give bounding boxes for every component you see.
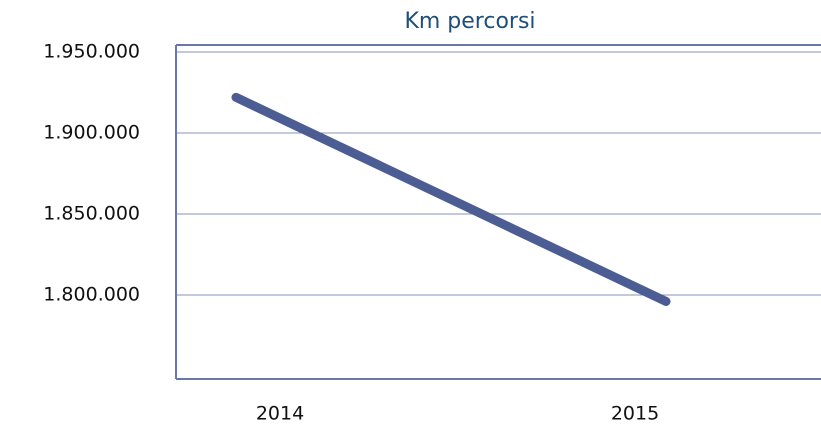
y-tick-label: 1.950.000	[43, 41, 140, 63]
x-tick-label: 2014	[256, 403, 304, 425]
x-tick-label: 2015	[611, 403, 659, 425]
line-series	[231, 92, 671, 306]
y-tick-label: 1.800.000	[43, 284, 140, 306]
y-tick-label: 1.900.000	[43, 122, 140, 144]
y-tick-label: 1.850.000	[43, 203, 140, 225]
chart-title: Km percorsi	[404, 9, 535, 34]
